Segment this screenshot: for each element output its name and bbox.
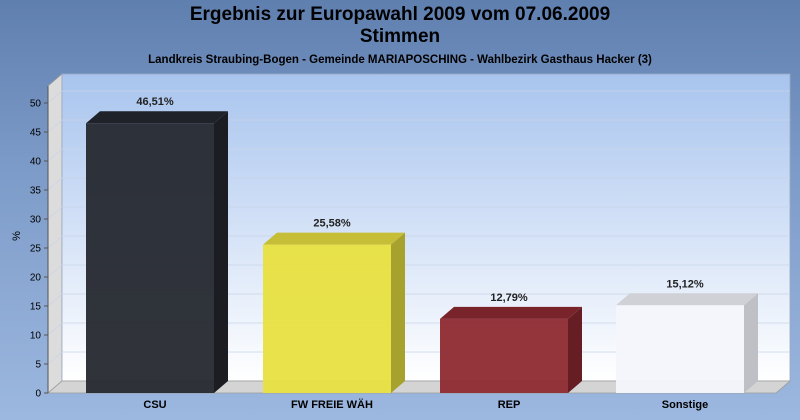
grid-line-diag bbox=[47, 177, 63, 191]
bar-top bbox=[616, 293, 758, 306]
chart-caption: Landkreis Straubing-Bogen - Gemeinde MAR… bbox=[148, 54, 652, 66]
grid-line-diag bbox=[47, 351, 63, 365]
y-axis-label: % bbox=[11, 231, 23, 241]
chart-title: Ergebnis zur Europawahl 2009 vom 07.06.2… bbox=[189, 4, 611, 25]
y-axis: 0 5 10 15 20 25 30 35 40 45 50 bbox=[30, 86, 49, 400]
bar-front bbox=[616, 305, 744, 393]
bar-top bbox=[86, 111, 228, 124]
bar-top bbox=[263, 232, 405, 245]
y-tick-label: 10 bbox=[30, 331, 42, 342]
bar-sonstige bbox=[616, 293, 758, 393]
bar-side bbox=[214, 111, 228, 393]
grid-line-diag bbox=[47, 148, 63, 162]
grid-line-diag bbox=[47, 264, 63, 278]
y-tick-label: 50 bbox=[30, 99, 42, 110]
y-tick-label: 40 bbox=[30, 157, 42, 168]
bar-side bbox=[744, 293, 758, 393]
x-tick-label: FW FREIE WÄH bbox=[291, 398, 373, 411]
grid-line-diag bbox=[47, 293, 63, 307]
bar-side bbox=[391, 232, 405, 393]
y-tick-label: 25 bbox=[30, 244, 42, 255]
y-tick-label: 20 bbox=[30, 273, 42, 284]
bar-front bbox=[440, 318, 568, 393]
grid-line-diag bbox=[47, 119, 63, 133]
bar-top bbox=[440, 306, 582, 319]
x-axis-labels: CSU FW FREIE WÄH REP Sonstige bbox=[143, 398, 708, 411]
y-tick-label: 5 bbox=[35, 360, 41, 371]
bar-value-label: 25,58% bbox=[313, 218, 351, 230]
x-tick-label: CSU bbox=[143, 399, 166, 411]
y-tick-label: 0 bbox=[35, 389, 41, 400]
bar-front bbox=[263, 244, 391, 393]
bars: 46,51% 25,58% 12,79% 15,12% bbox=[86, 96, 758, 393]
x-tick-label: REP bbox=[498, 399, 521, 411]
bar-csu bbox=[86, 111, 228, 393]
y-tick-label: 35 bbox=[30, 186, 42, 197]
bar-front bbox=[86, 123, 214, 393]
y-tick-label: 30 bbox=[30, 215, 42, 226]
x-tick-label: Sonstige bbox=[662, 399, 708, 411]
grid-line-diag bbox=[47, 235, 63, 249]
bar-side bbox=[568, 306, 582, 393]
bar-value-label: 12,79% bbox=[490, 292, 528, 304]
grid-line-diag bbox=[47, 322, 63, 336]
y-tick-label: 15 bbox=[30, 302, 42, 313]
grid-line-diag bbox=[47, 206, 63, 220]
bar-rep bbox=[440, 306, 582, 393]
bar-value-label: 15,12% bbox=[666, 278, 704, 290]
grid-line-diag bbox=[47, 90, 63, 104]
chart-subtitle: Stimmen bbox=[359, 26, 441, 47]
y-tick-label: 45 bbox=[30, 128, 42, 139]
bar-fw-freie-w-h bbox=[263, 232, 405, 393]
bar-value-label: 46,51% bbox=[136, 96, 174, 108]
